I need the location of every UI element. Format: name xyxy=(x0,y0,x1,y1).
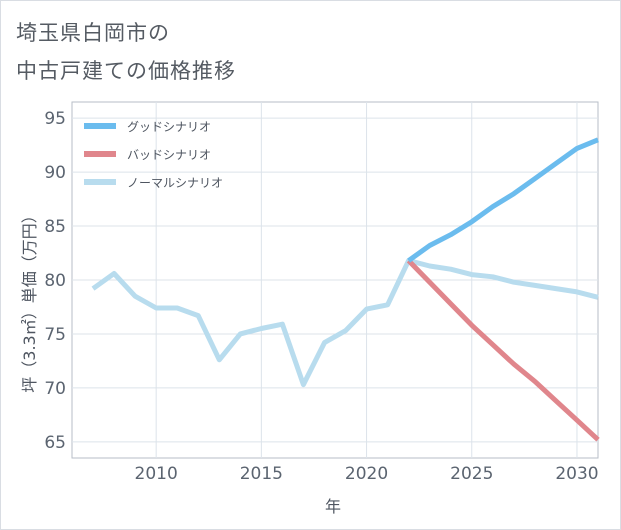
chart-title-line-2: 中古戸建ての価格推移 xyxy=(16,59,236,83)
y-tick-label: 70 xyxy=(44,379,66,399)
legend-label: グッドシナリオ xyxy=(127,120,211,134)
y-tick-label: 85 xyxy=(44,217,66,237)
y-axis-title: 坪（3.3㎡）単価（万円） xyxy=(20,207,39,392)
chart-title: 埼玉県白岡市の 中古戸建ての価格推移 xyxy=(16,14,236,90)
series-line-1 xyxy=(406,258,600,442)
x-tick-label: 2030 xyxy=(555,464,598,484)
series-line-0 xyxy=(407,137,599,263)
x-tick-label: 2025 xyxy=(450,464,493,484)
legend-label: ノーマルシナリオ xyxy=(127,176,223,190)
y-tick-label: 90 xyxy=(44,163,66,183)
y-tick-label: 95 xyxy=(44,109,66,129)
y-tick-label: 65 xyxy=(44,433,66,453)
x-axis-title: 年 xyxy=(325,497,341,516)
y-tick-label: 80 xyxy=(44,271,66,291)
series-line-2 xyxy=(91,258,599,388)
y-tick-label: 75 xyxy=(44,325,66,345)
legend-label: バッドシナリオ xyxy=(127,148,211,162)
x-tick-label: 2020 xyxy=(345,464,388,484)
x-tick-label: 2010 xyxy=(135,464,178,484)
x-tick-label: 2015 xyxy=(240,464,283,484)
chart-title-line-1: 埼玉県白岡市の xyxy=(16,21,170,45)
